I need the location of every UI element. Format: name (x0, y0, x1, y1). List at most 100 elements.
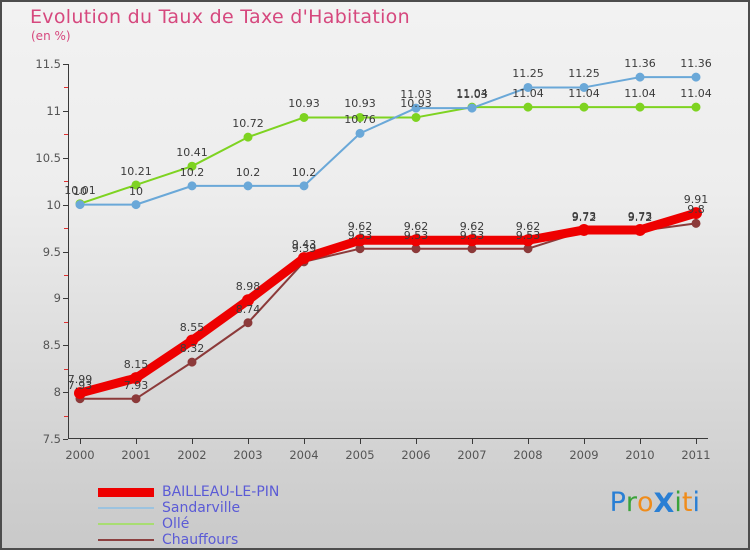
x-tick-label: 2011 (681, 448, 711, 462)
data-point-marker (131, 180, 141, 190)
data-point-marker (691, 102, 701, 112)
y-minor-tick (64, 181, 68, 183)
y-tick-label: 8.5 (42, 338, 61, 353)
legend-swatch-wrap (94, 507, 158, 509)
x-tick (248, 439, 249, 444)
x-tick-label: 2002 (177, 448, 207, 462)
legend-item-2[interactable]: Sandarville (94, 500, 394, 516)
chart-subtitle: (en %) (31, 29, 71, 43)
legend-label: BAILLEAU-LE-PIN (162, 484, 280, 500)
logo-letter-o: o (637, 487, 654, 518)
series-line (79, 106, 697, 205)
page-title: Evolution du Taux de Taxe d'Habitation (30, 6, 410, 28)
legend: BAILLEAU-LE-PIN Sandarville Ollé Chauffours (94, 484, 394, 548)
legend-swatch-wrap (94, 539, 158, 541)
x-tick (584, 439, 585, 444)
x-tick (640, 439, 641, 444)
data-point-marker (243, 318, 253, 328)
x-tick-label: 2007 (457, 448, 487, 462)
data-point-marker (187, 357, 197, 367)
proxiti-logo: ProXiti (609, 487, 700, 519)
data-point-marker (187, 161, 197, 171)
data-point-marker (579, 82, 589, 92)
logo-letter-x: X (653, 488, 675, 519)
data-point-marker (298, 252, 310, 265)
x-tick (80, 439, 81, 444)
y-axis (68, 64, 69, 439)
data-point-marker (691, 218, 701, 228)
logo-letter-i2: i (692, 487, 700, 518)
legend-item-4[interactable]: Chauffours (94, 532, 394, 548)
y-minor-tick (64, 87, 68, 89)
y-tick-label: 10.5 (35, 150, 61, 165)
data-point-marker (74, 387, 86, 400)
legend-swatch-wrap (94, 523, 158, 525)
data-point-marker (243, 181, 253, 191)
x-tick-label: 2009 (569, 448, 599, 462)
plot-area: 7.5 8 8.5 9 9.5 10 10.5 11 11.5 2000 2001 2002 2003… (35, 57, 711, 462)
data-point-marker (131, 394, 141, 404)
y-tick (63, 345, 68, 347)
data-point-marker (131, 200, 141, 210)
x-tick-label: 2001 (121, 448, 151, 462)
data-point-marker (410, 234, 422, 247)
y-tick (63, 439, 68, 440)
data-point-marker (130, 372, 142, 385)
x-tick (472, 439, 473, 444)
data-point-marker (299, 112, 309, 122)
data-point-marker (522, 234, 534, 247)
y-tick (63, 251, 68, 253)
data-point-marker (523, 82, 533, 92)
data-point-marker (355, 128, 365, 138)
legend-color-swatch (98, 487, 154, 497)
y-minor-tick (64, 368, 68, 370)
logo-letter-r: r (625, 487, 638, 518)
data-point-marker (187, 181, 197, 191)
x-tick (304, 439, 305, 444)
data-point-marker (634, 223, 646, 236)
data-point-marker (242, 294, 254, 307)
x-tick (136, 439, 137, 444)
x-axis (68, 438, 708, 439)
data-point-marker (75, 200, 85, 210)
series-line (79, 76, 697, 206)
x-tick-label: 2010 (625, 448, 655, 462)
y-tick (63, 64, 68, 65)
data-point-marker (690, 207, 702, 220)
y-minor-tick (64, 274, 68, 276)
series-lines (74, 72, 702, 404)
y-tick-label: 9 (53, 291, 61, 306)
logo-letter-i1: i (674, 487, 682, 518)
x-tick-label: 2004 (289, 448, 319, 462)
y-tick (63, 298, 68, 300)
legend-item-1[interactable]: BAILLEAU-LE-PIN (94, 484, 394, 500)
series-line (75, 208, 701, 398)
x-tick (360, 439, 361, 444)
data-point-marker (466, 234, 478, 247)
data-point-marker (578, 223, 590, 236)
legend-item-3[interactable]: Ollé (94, 516, 394, 532)
legend-color-swatch (98, 507, 154, 509)
x-tick-label: 2005 (345, 448, 375, 462)
legend-color-swatch (98, 539, 154, 541)
data-point-marker (354, 234, 366, 247)
y-tick-label: 11 (46, 103, 61, 118)
y-minor-tick (64, 228, 68, 230)
x-tick-label: 2008 (513, 448, 543, 462)
legend-swatch-wrap (94, 487, 158, 497)
legend-color-swatch (98, 523, 154, 525)
legend-label: Ollé (162, 516, 190, 532)
y-tick (63, 204, 68, 206)
legend-label: Chauffours (162, 532, 239, 548)
data-point-marker (243, 132, 253, 142)
data-point-marker (523, 102, 533, 112)
series-line (79, 222, 697, 400)
logo-letter-t: t (681, 487, 693, 518)
y-minor-tick (64, 415, 68, 417)
data-point-marker (355, 112, 365, 122)
logo-letter-p: P (609, 487, 626, 518)
x-tick-label: 2006 (401, 448, 431, 462)
x-tick (696, 439, 697, 444)
y-tick-label: 7.5 (42, 432, 61, 446)
